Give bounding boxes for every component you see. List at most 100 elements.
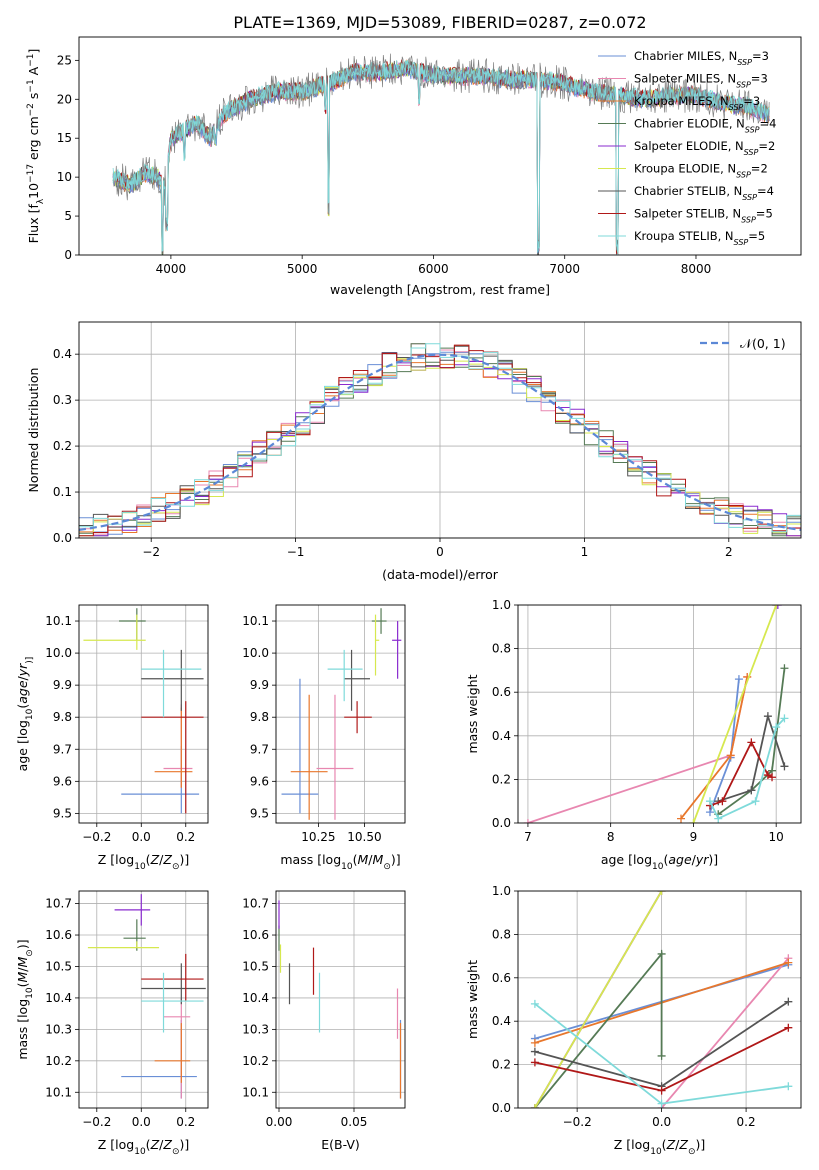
legend-sub: SSP (737, 58, 752, 67)
weight-marker (657, 1051, 666, 1060)
x-tick-label: 0.2 (737, 1115, 756, 1129)
legend-nssp: 3 (753, 94, 760, 108)
y-tick-label: 0 (64, 248, 72, 262)
legend-nssp: 3 (762, 49, 769, 63)
plot-area (112, 53, 770, 255)
x-axis-label: Z [log10(Z/Z⊙)] (614, 1137, 706, 1157)
x-tick-label: 10.25 (301, 830, 335, 844)
legend-entry: Chabrier MILES, NSSP=3 (634, 49, 769, 67)
weight-line (718, 712, 786, 803)
y-tick-label: 10.6 (45, 928, 72, 942)
label-part: / (15, 675, 30, 680)
label-part: M (15, 956, 30, 967)
label-part: )] (15, 939, 30, 949)
weight-marker (780, 714, 789, 723)
label-part: −1 (26, 79, 36, 92)
y-tick-label: 0.4 (53, 347, 72, 361)
x-tick-label: 9 (690, 830, 698, 844)
label-part: yr (695, 852, 709, 867)
plot-area (79, 605, 208, 823)
weight-marker (726, 751, 735, 760)
x-tick-label: −0.2 (82, 830, 111, 844)
y-tick-label: 10.3 (242, 1022, 269, 1036)
legend-name: Chabrier STELIB (634, 184, 726, 198)
legend-name: Salpeter MILES (634, 72, 720, 86)
x-tick-label: −0.2 (82, 1115, 111, 1129)
legend-nssp: 5 (758, 229, 765, 243)
legend-name: Chabrier MILES (634, 49, 721, 63)
y-tick-label: 0.3 (53, 393, 72, 407)
legend-sep: , N (720, 72, 736, 86)
label-part: age [log (15, 720, 30, 771)
y-tick-label: 1.0 (492, 598, 511, 612)
legend-name: Kroupa STELIB (634, 229, 718, 243)
x-tick-label: 0.2 (176, 830, 195, 844)
legend-sub: SSP (736, 80, 751, 89)
legend-name: Kroupa ELODIE (634, 162, 720, 176)
panel-mass-vs-ebv: 0.00 0.05 10.1 10.2 10.3 10.4 10.5 10.6 10.7 E(B-… (242, 890, 406, 1152)
weight-marker (763, 712, 772, 721)
x-axis-label: E(B-V) (321, 1137, 360, 1152)
legend-entry: Salpeter MILES, NSSP=3 (634, 72, 768, 90)
legend-nssp: 2 (768, 139, 775, 153)
y-axis-label: mass weight (465, 960, 480, 1039)
x-tick-label: −1 (287, 545, 305, 559)
label-part: −2 (26, 103, 36, 116)
panel-residual-hist: −2 −1 0 1 2 0.0 0.1 0.2 0.3 0.4 (data-model)/error… (26, 321, 802, 582)
panel-age-vs-z: −0.2 0.0 0.29.59.69.79.89.910.010.1Z [log1… (15, 604, 209, 872)
label-part: 10 (134, 1147, 146, 1157)
label-part: ( (15, 983, 30, 988)
y-tick-label: 9.9 (250, 678, 269, 692)
y-tick-label: 10.1 (242, 1085, 269, 1099)
label-part: ⊙ (172, 1147, 180, 1157)
y-tick-label: 9.6 (53, 774, 72, 788)
y-tick-label: 9.5 (250, 806, 269, 820)
y-tick-label: 10.1 (45, 1085, 72, 1099)
y-tick-label: 0.0 (492, 816, 511, 830)
x-tick-label: −2 (142, 545, 160, 559)
y-tick-label: 10.3 (45, 1022, 72, 1036)
panel-weight-vs-z: −0.2 0.0 0.20.00.20.40.60.81.0Z [log10(Z/Z… (465, 884, 802, 1157)
weight-marker (714, 814, 723, 823)
label-part: erg cm (26, 116, 41, 164)
label-part: Z [log (98, 852, 134, 867)
label-part: −1 (26, 54, 36, 67)
legend-sep: , N (728, 139, 744, 153)
label-part: / (692, 852, 697, 867)
label-part: ( (353, 852, 358, 867)
weight-marker (763, 771, 772, 780)
y-tick-label: 0.6 (492, 971, 511, 985)
y-tick-label: 0.8 (492, 642, 511, 656)
label-part: ( (15, 704, 30, 709)
label-part: / (159, 1137, 164, 1152)
model-spectrum-line-top (112, 60, 770, 255)
weight-marker (530, 1047, 539, 1056)
legend-entry: Salpeter STELIB, NSSP=5 (634, 207, 773, 225)
x-tick-label: 1 (581, 545, 589, 559)
legend-eq: = (760, 117, 770, 131)
legend-sep: , N (729, 117, 745, 131)
legend-sub: SSP (742, 193, 757, 202)
legend-sep: , N (721, 49, 737, 63)
weight-marker (657, 1099, 666, 1108)
weight-marker (718, 797, 727, 806)
plot-area (518, 891, 801, 1108)
legend-name: Chabrier ELODIE (634, 117, 729, 131)
y-tick-label: 10.2 (45, 1054, 72, 1068)
weight-marker (657, 1086, 666, 1095)
y-tick-label: 10.0 (242, 646, 269, 660)
weight-marker (657, 949, 666, 958)
axes-frame (78, 321, 802, 539)
label-part: A (26, 66, 41, 79)
weight-marker (784, 1082, 793, 1091)
y-tick-label: 9.7 (250, 742, 269, 756)
y-tick-label: 9.9 (53, 678, 72, 692)
weight-marker (523, 819, 532, 823)
axes-frame (517, 890, 802, 1109)
axes-frame (78, 36, 802, 256)
y-tick-label: 10.6 (242, 928, 269, 942)
label-part: / (159, 852, 164, 867)
y-tick-label: 0.1 (53, 485, 72, 499)
label-part: 10 (652, 862, 664, 872)
